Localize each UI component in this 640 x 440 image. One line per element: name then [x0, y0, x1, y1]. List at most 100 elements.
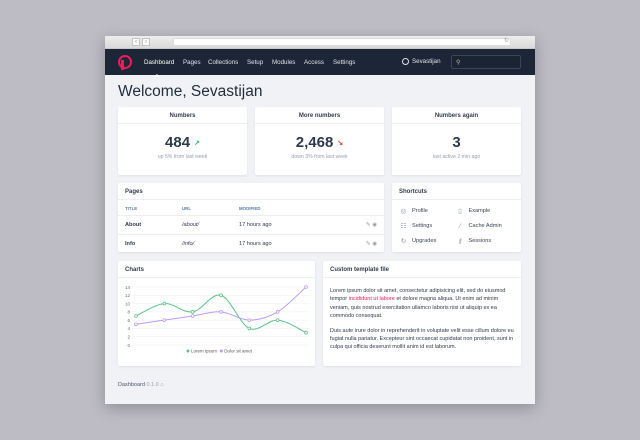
card-title: Custom template file	[323, 261, 521, 278]
data-point	[219, 310, 223, 314]
y-tick-label: 10	[125, 301, 131, 306]
sliders-icon: ☷	[400, 223, 407, 230]
shortcut-sessions[interactable]: ⚷ Sessions	[457, 238, 492, 245]
nav-collections[interactable]: Collections	[208, 59, 239, 66]
y-tick-label: 6	[127, 318, 130, 323]
data-point	[134, 314, 138, 318]
nav-dashboard[interactable]: Dashboard	[144, 59, 175, 66]
y-tick-label: 0	[127, 343, 130, 348]
legend-label: Dolor sit amet	[224, 349, 253, 354]
nav-pages[interactable]: Pages	[183, 59, 201, 66]
data-point	[247, 326, 252, 331]
table-row: About/about/17 hours ago ✎ ◉	[118, 215, 384, 235]
legend-marker	[186, 349, 190, 353]
page-url-cell: /about/	[175, 215, 232, 235]
data-point	[304, 330, 308, 335]
data-point	[275, 318, 280, 322]
nav-setup[interactable]: Setup	[247, 59, 264, 66]
page-url-cell: /info/	[182, 241, 195, 247]
pages-table: TITLE URL MODIFIED About/about/17 hours ag…	[118, 200, 384, 253]
stat-card-numbers: Numbers 484 ↗ up 5% from last week	[118, 107, 247, 175]
data-point	[162, 301, 167, 306]
reload-icon[interactable]: ↻	[503, 38, 509, 44]
data-point	[190, 310, 195, 314]
y-tick-label: 14	[125, 285, 131, 290]
footer: Dashboard 0.1.0 ⌂	[118, 382, 164, 388]
nav-settings[interactable]: Settings	[333, 59, 356, 66]
file-icon: ▯	[458, 208, 462, 215]
data-point	[247, 318, 252, 322]
stat-card-more-numbers: More numbers 2,468 ↘ down 3% from last we…	[255, 107, 384, 175]
user-name: Sevastijan	[412, 58, 441, 65]
top-navbar: Dashboard Pages Collections Setup Module…	[105, 49, 535, 77]
custom-template-card: Custom template file Lorem ipsum dolor s…	[323, 261, 521, 366]
paragraph-2: Duis aute irure dolor in reprehenderit i…	[330, 327, 514, 351]
arrow-up-right-icon: ↗	[194, 140, 200, 148]
processwire-logo[interactable]	[118, 55, 132, 70]
stat-value: 3	[452, 134, 461, 151]
edit-icon[interactable]: ✎	[366, 222, 371, 228]
nav-access[interactable]: Access	[304, 59, 324, 66]
stat-value: 2,468	[295, 134, 334, 151]
view-icon[interactable]: ◉	[372, 241, 377, 247]
pages-card: Pages TITLE URL MODIFIED About/about/17 ho…	[118, 183, 384, 252]
refresh-icon: ↻	[400, 238, 407, 245]
browser-toolbar: ‹ › ↻	[105, 36, 535, 49]
page-title-cell[interactable]: About	[118, 215, 175, 235]
wand-icon: ⁄	[459, 222, 461, 230]
modified-cell: 17 hours ago	[232, 215, 332, 235]
data-point	[134, 322, 138, 327]
active-indicator	[154, 71, 160, 77]
legend-marker	[219, 349, 223, 353]
browser-window: ‹ › ↻ Dashboard Pages Collections Setup …	[105, 36, 535, 404]
address-bar[interactable]	[173, 38, 511, 46]
stat-subtext: last active 2 min ago	[432, 154, 481, 160]
paragraph-1: Lorem ipsum dolor sit amet, consectetur …	[330, 288, 506, 320]
shortcut-profile[interactable]: ◎ Profile	[400, 208, 428, 215]
charts-card: Charts 0 2 4 6 8 10 12 14 Lorem ipsum Dolor sit a…	[118, 261, 315, 366]
footer-name: Dashboard	[118, 382, 145, 388]
card-title: Numbers again	[392, 107, 521, 124]
column-header: URL	[175, 200, 232, 216]
series-line-1	[135, 294, 307, 334]
shortcut-upgrades[interactable]: ↻ Upgrades	[400, 238, 437, 245]
shortcut-example[interactable]: ▯ Example	[458, 208, 491, 215]
highlight-link[interactable]: incididunt ut labore	[348, 296, 395, 303]
shortcut-cache-admin[interactable]: ⁄ Cache Admin	[457, 222, 514, 230]
search-input[interactable]: ⚲	[451, 55, 521, 69]
column-header: TITLE	[118, 200, 175, 216]
y-tick-label: 8	[127, 310, 130, 315]
edit-icon[interactable]: ✎	[366, 241, 371, 247]
user-menu[interactable]: Sevastijan	[402, 58, 441, 65]
user-icon	[402, 58, 409, 65]
card-title: Pages	[118, 183, 384, 200]
modified-cell: 17 hours ago	[239, 241, 272, 247]
data-point	[162, 318, 167, 322]
processwire-icon: ⌂	[160, 382, 164, 388]
y-tick-label: 2	[127, 335, 130, 340]
shortcut-settings[interactable]: ☷ Settings	[400, 223, 433, 230]
page-title-cell[interactable]: Info	[125, 241, 136, 247]
data-point	[219, 293, 223, 298]
y-tick-label: 4	[127, 326, 130, 331]
back-button[interactable]: ‹	[132, 38, 140, 46]
user-circle-icon: ◎	[400, 208, 407, 215]
data-point	[275, 310, 280, 314]
card-title: Shortcuts	[392, 183, 521, 200]
stat-card-numbers-again: Numbers again 3 last active 2 min ago	[392, 107, 521, 175]
key-icon: ⚷	[457, 238, 463, 245]
legend-label: Lorem ipsum	[191, 349, 217, 354]
arrow-down-right-icon: ↘	[337, 140, 344, 148]
card-title: Charts	[118, 261, 315, 278]
card-title: Numbers	[118, 107, 247, 124]
table-row: Info/info/17 hours ago ✎ ◉	[118, 235, 384, 254]
forward-button[interactable]: ›	[142, 38, 150, 46]
nav-modules[interactable]: Modules	[272, 59, 296, 66]
view-icon[interactable]: ◉	[372, 222, 377, 228]
stat-subtext: down 3% from last week	[291, 154, 348, 160]
data-point	[190, 314, 195, 318]
stat-subtext: up 5% from last week	[157, 154, 208, 160]
series-line-2	[135, 286, 307, 325]
search-icon: ⚲	[456, 60, 461, 66]
stat-value: 484	[165, 134, 191, 151]
